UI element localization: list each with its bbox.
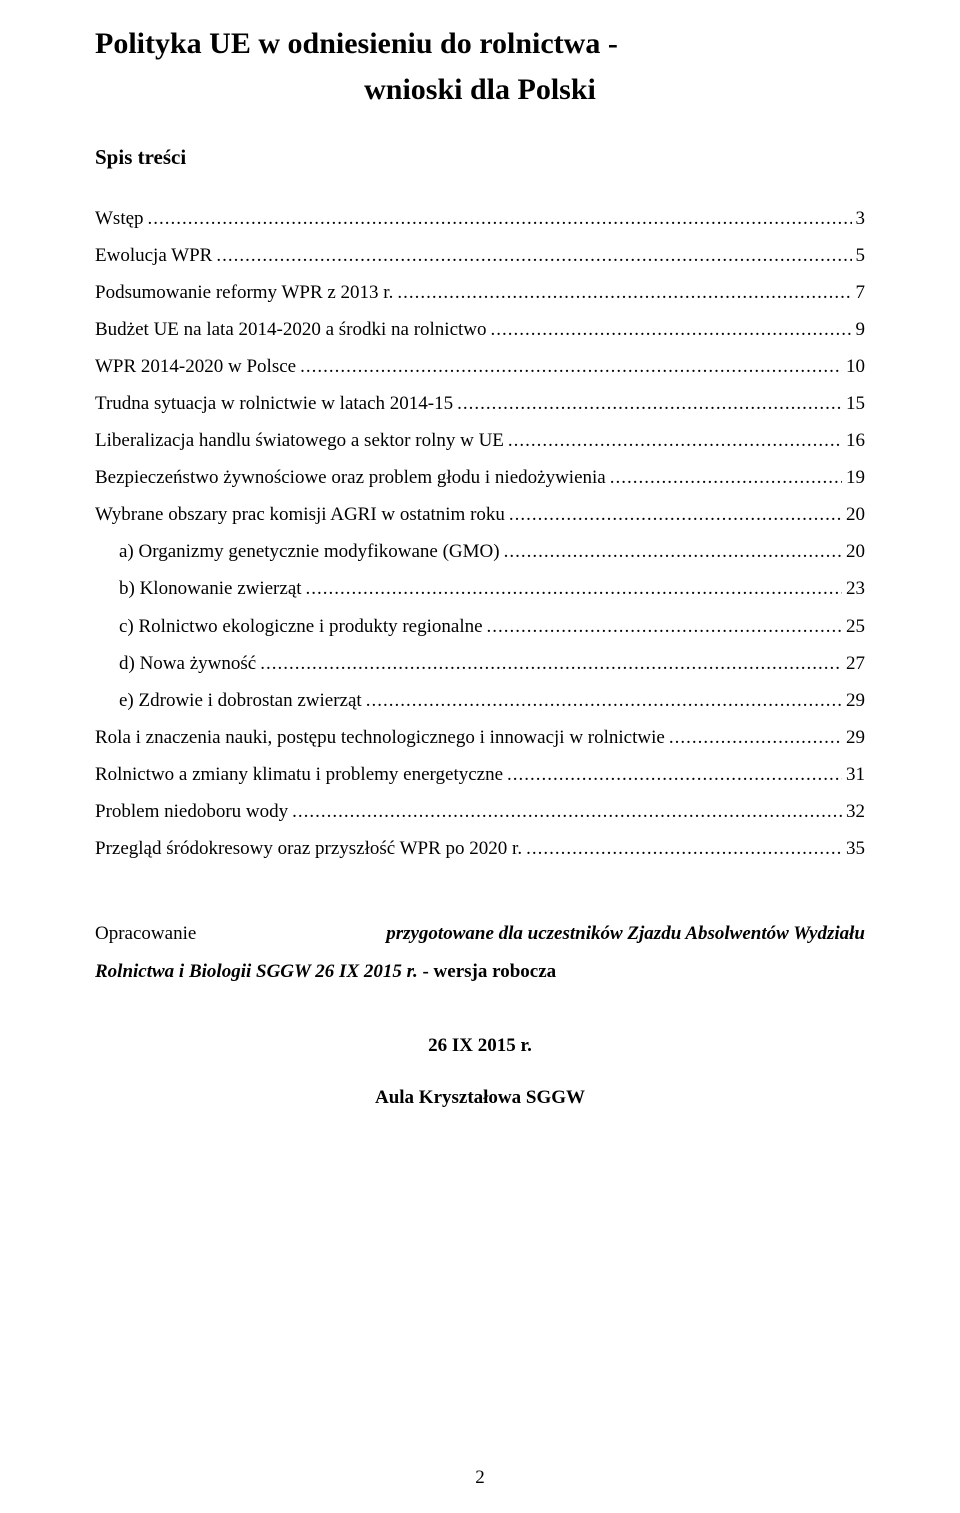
toc-entry-label: c) Rolnictwo ekologiczne i produkty regi…: [119, 608, 483, 645]
toc-row: Liberalizacja handlu światowego a sektor…: [95, 422, 865, 459]
toc-row: e) Zdrowie i dobrostan zwierząt 29: [95, 682, 865, 719]
toc-row: Ewolucja WPR 5: [95, 237, 865, 274]
toc-entry-label: Podsumowanie reformy WPR z 2013 r.: [95, 274, 393, 311]
footnote-line-2: Rolnictwa i Biologii SGGW 26 IX 2015 r. …: [95, 961, 865, 983]
toc-leader-dots: [491, 311, 852, 348]
toc-leader-dots: [610, 459, 842, 496]
toc-row: Bezpieczeństwo żywnościowe oraz problem …: [95, 459, 865, 496]
toc-leader-dots: [216, 237, 851, 274]
table-of-contents: Wstęp3Ewolucja WPR5Podsumowanie reformy …: [95, 200, 865, 867]
toc-row: Problem niedoboru wody 32: [95, 793, 865, 830]
toc-leader-dots: [509, 496, 842, 533]
toc-row: a) Organizmy genetycznie modyfikowane (G…: [95, 533, 865, 570]
toc-entry-page: 20: [846, 496, 865, 533]
toc-entry-page: 29: [846, 682, 865, 719]
toc-entry-label: d) Nowa żywność: [119, 645, 256, 682]
toc-entry-page: 35: [846, 830, 865, 867]
toc-entry-page: 23: [846, 570, 865, 607]
toc-row: Budżet UE na lata 2014-2020 a środki na …: [95, 311, 865, 348]
toc-leader-dots: [669, 719, 842, 756]
toc-entry-page: 29: [846, 719, 865, 756]
toc-entry-label: WPR 2014-2020 w Polsce: [95, 348, 296, 385]
footnote-line2-bold: Rolnictwa i Biologii SGGW 26 IX 2015 r.: [95, 961, 418, 982]
toc-entry-page: 25: [846, 608, 865, 645]
toc-row: Wstęp 3: [95, 200, 865, 237]
title-line-2: wnioski dla Polski: [95, 68, 865, 112]
toc-entry-label: Trudna sytuacja w rolnictwie w latach 20…: [95, 385, 453, 422]
toc-entry-label: Bezpieczeństwo żywnościowe oraz problem …: [95, 459, 606, 496]
toc-entry-label: a) Organizmy genetycznie modyfikowane (G…: [119, 533, 500, 570]
toc-row: WPR 2014-2020 w Polsce 10: [95, 348, 865, 385]
toc-leader-dots: [487, 608, 842, 645]
toc-row: c) Rolnictwo ekologiczne i produkty regi…: [95, 608, 865, 645]
toc-entry-page: 19: [846, 459, 865, 496]
toc-row: d) Nowa żywność 27: [95, 645, 865, 682]
toc-entry-page: 31: [846, 756, 865, 793]
footnote-line-1: Opracowanie przygotowane dla uczestników…: [95, 923, 865, 945]
toc-entry-page: 20: [846, 533, 865, 570]
toc-entry-label: Wstęp: [95, 200, 144, 237]
toc-entry-label: e) Zdrowie i dobrostan zwierząt: [119, 682, 362, 719]
toc-leader-dots: [306, 570, 842, 607]
toc-entry-label: Ewolucja WPR: [95, 237, 212, 274]
toc-leader-dots: [300, 348, 842, 385]
page: Polityka UE w odniesieniu do rolnictwa -…: [0, 0, 960, 1513]
title-line-1: Polityka UE w odniesieniu do rolnictwa -: [95, 22, 865, 66]
footnote-italic-part: przygotowane dla uczestników Zjazdu Abso…: [386, 923, 865, 945]
toc-entry-label: Problem niedoboru wody: [95, 793, 288, 830]
toc-entry-page: 15: [846, 385, 865, 422]
toc-leader-dots: [508, 422, 842, 459]
toc-entry-label: Budżet UE na lata 2014-2020 a środki na …: [95, 311, 487, 348]
toc-leader-dots: [507, 756, 842, 793]
toc-entry-label: Przegląd śródokresowy oraz przyszłość WP…: [95, 830, 522, 867]
toc-leader-dots: [504, 533, 842, 570]
venue-line: Aula Kryształowa SGGW: [95, 1087, 865, 1109]
date-line: 26 IX 2015 r.: [95, 1035, 865, 1057]
toc-entry-label: Rolnictwo a zmiany klimatu i problemy en…: [95, 756, 503, 793]
toc-leader-dots: [397, 274, 851, 311]
page-number: 2: [0, 1467, 960, 1489]
toc-row: Podsumowanie reformy WPR z 2013 r. 7: [95, 274, 865, 311]
toc-row: Wybrane obszary prac komisji AGRI w osta…: [95, 496, 865, 533]
toc-leader-dots: [366, 682, 842, 719]
toc-row: Rolnictwo a zmiany klimatu i problemy en…: [95, 756, 865, 793]
toc-entry-label: b) Klonowanie zwierząt: [119, 570, 302, 607]
toc-row: Przegląd śródokresowy oraz przyszłość WP…: [95, 830, 865, 867]
toc-leader-dots: [292, 793, 842, 830]
footnote-line2-rest: - wersja robocza: [418, 961, 556, 982]
toc-leader-dots: [457, 385, 842, 422]
toc-entry-page: 16: [846, 422, 865, 459]
document-title: Polityka UE w odniesieniu do rolnictwa -…: [95, 22, 865, 111]
toc-entry-label: Liberalizacja handlu światowego a sektor…: [95, 422, 504, 459]
toc-entry-page: 27: [846, 645, 865, 682]
toc-entry-label: Rola i znaczenia nauki, postępu technolo…: [95, 719, 665, 756]
toc-entry-page: 5: [856, 237, 866, 274]
toc-entry-page: 3: [856, 200, 866, 237]
toc-entry-page: 7: [856, 274, 866, 311]
toc-row: Trudna sytuacja w rolnictwie w latach 20…: [95, 385, 865, 422]
toc-leader-dots: [260, 645, 842, 682]
toc-entry-page: 32: [846, 793, 865, 830]
toc-heading: Spis treści: [95, 145, 865, 170]
toc-row: b) Klonowanie zwierząt 23: [95, 570, 865, 607]
footnote-block: Opracowanie przygotowane dla uczestników…: [95, 923, 865, 983]
footnote-lead: Opracowanie: [95, 923, 196, 944]
toc-leader-dots: [526, 830, 842, 867]
toc-leader-dots: [148, 200, 852, 237]
toc-entry-page: 10: [846, 348, 865, 385]
toc-entry-page: 9: [856, 311, 866, 348]
toc-row: Rola i znaczenia nauki, postępu technolo…: [95, 719, 865, 756]
toc-entry-label: Wybrane obszary prac komisji AGRI w osta…: [95, 496, 505, 533]
